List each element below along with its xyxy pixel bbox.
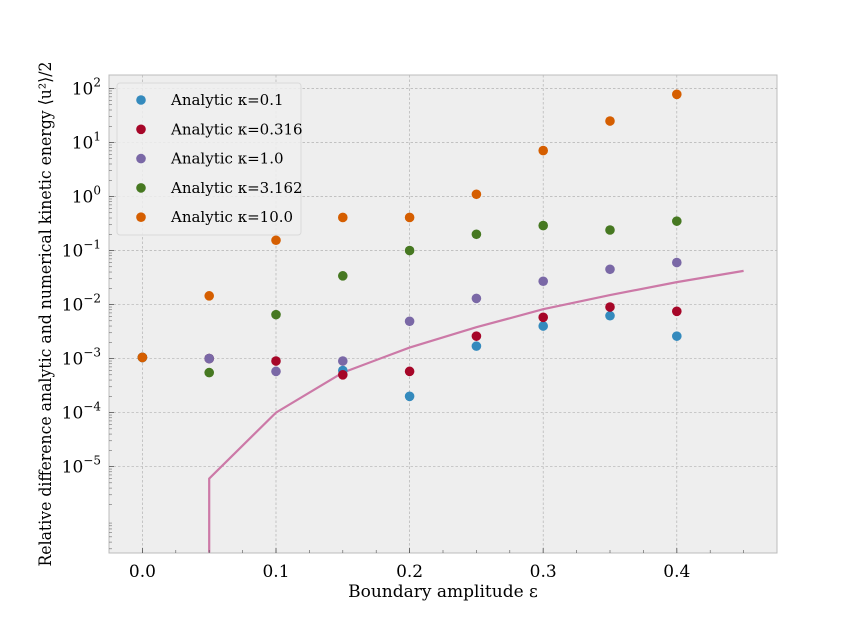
data-point-series-1 [538,321,548,331]
data-point-series-1 [605,310,615,321]
data-point-series-3 [538,276,548,287]
x-tick-label: 0.2 [396,562,423,582]
data-point-series-2 [605,302,615,312]
data-point-series-5 [404,212,415,223]
x-tick-label: 0.4 [663,562,690,582]
y-tick-label: 101 [72,130,101,154]
y-axis-ticks: 10−5 10−4 10−3 10−2 10−1 100 101 102 [62,76,114,550]
y-tick-label: 10−1 [62,238,101,262]
legend-label: Analytic κ=3.162 [170,179,303,197]
y-tick-label: 10−3 [62,346,101,370]
data-point-series-5 [137,352,148,363]
y-axis-title: Relative difference analytic and numeric… [36,62,56,567]
data-point-series-5 [204,291,214,301]
y-tick-label: 10−2 [62,292,101,316]
data-point-series-5 [338,212,348,223]
legend-marker [136,183,146,193]
legend-marker [136,124,146,135]
legend-marker [136,153,146,164]
x-axis-ticks: 0.0 0.1 0.2 0.3 0.4 [129,548,744,582]
legend-marker [136,212,146,222]
data-point-series-5 [538,145,548,156]
data-point-series-2 [338,370,348,380]
y-tick-label: 102 [72,76,101,100]
legend-label: Analytic κ=10.0 [170,208,293,226]
data-point-series-4 [404,245,415,256]
data-point-series-1 [471,341,482,351]
data-point-series-4 [672,216,682,226]
data-point-series-3 [338,356,348,366]
y-tick-label: 10−4 [62,400,102,424]
data-point-series-3 [605,264,615,275]
data-point-series-2 [538,312,548,323]
legend-label: Analytic κ=0.1 [170,91,284,109]
data-point-series-5 [672,89,682,100]
data-point-series-5 [605,116,615,126]
data-point-series-1 [672,331,682,341]
data-point-series-3 [204,353,214,364]
legend-box [116,82,302,236]
data-point-series-5 [271,235,281,246]
legend-marker [136,95,146,105]
legend: Analytic κ=0.1 Analytic κ=0.316 Analytic κ… [116,82,303,236]
data-point-series-4 [338,271,348,281]
y-tick-label: 100 [72,184,101,208]
data-point-series-1 [404,391,415,402]
data-point-series-3 [672,257,682,268]
legend-label: Analytic κ=1.0 [170,150,284,168]
data-point-series-2 [271,356,281,366]
x-tick-label: 0.1 [262,562,289,582]
data-point-series-4 [538,220,548,231]
x-axis-title: Boundary amplitude ε [348,582,538,602]
data-point-series-3 [271,366,281,377]
data-point-series-3 [404,316,415,327]
data-point-series-4 [471,229,482,240]
error-curve-layer [208,269,744,553]
error-curve-line [208,269,744,553]
legend-label: Analytic κ=0.316 [170,120,303,138]
data-point-series-4 [204,367,214,378]
data-point-series-5 [471,189,482,200]
y-tick-label: 10−5 [62,454,101,478]
x-tick-label: 0.3 [530,562,557,582]
data-point-series-3 [471,293,482,304]
data-points [137,89,682,402]
data-point-series-2 [404,366,415,377]
data-point-series-2 [672,306,682,317]
data-point-series-4 [271,309,281,320]
data-point-series-2 [471,331,482,341]
x-tick-label: 0.0 [129,562,156,582]
data-point-series-4 [605,225,615,235]
